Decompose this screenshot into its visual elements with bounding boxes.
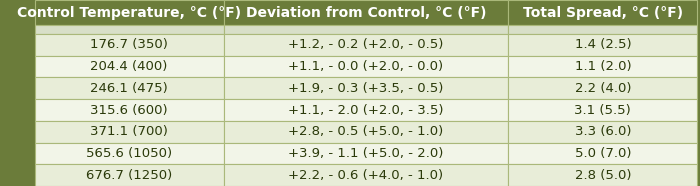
Text: 3.3 (6.0): 3.3 (6.0)	[575, 125, 631, 138]
Text: 315.6 (600): 315.6 (600)	[90, 104, 168, 116]
Text: 371.1 (700): 371.1 (700)	[90, 125, 168, 138]
Text: Deviation from Control, °C (°F): Deviation from Control, °C (°F)	[246, 6, 486, 20]
Bar	[35, 0, 223, 25]
Bar	[508, 164, 697, 186]
Bar	[508, 143, 697, 164]
Bar	[508, 77, 697, 99]
Bar	[223, 121, 508, 143]
Bar	[508, 121, 697, 143]
Bar	[508, 99, 697, 121]
Text: 1.4 (2.5): 1.4 (2.5)	[575, 38, 631, 51]
Text: 3.1 (5.5): 3.1 (5.5)	[575, 104, 631, 116]
Text: 676.7 (1250): 676.7 (1250)	[86, 169, 172, 182]
Bar	[223, 99, 508, 121]
Bar	[223, 25, 508, 34]
Bar	[223, 143, 508, 164]
Text: +3.9, - 1.1 (+5.0, - 2.0): +3.9, - 1.1 (+5.0, - 2.0)	[288, 147, 444, 160]
Bar	[223, 164, 508, 186]
Bar	[223, 34, 508, 56]
Text: +2.8, - 0.5 (+5.0, - 1.0): +2.8, - 0.5 (+5.0, - 1.0)	[288, 125, 444, 138]
Text: 2.2 (4.0): 2.2 (4.0)	[575, 82, 631, 95]
Text: +1.1, - 0.0 (+2.0, - 0.0): +1.1, - 0.0 (+2.0, - 0.0)	[288, 60, 444, 73]
Text: 565.6 (1050): 565.6 (1050)	[86, 147, 172, 160]
Bar	[223, 0, 508, 25]
Text: 204.4 (400): 204.4 (400)	[90, 60, 168, 73]
Text: Total Spread, °C (°F): Total Spread, °C (°F)	[523, 6, 683, 20]
Text: 246.1 (475): 246.1 (475)	[90, 82, 168, 95]
Bar	[508, 25, 697, 34]
Bar	[223, 77, 508, 99]
Bar	[508, 56, 697, 77]
Bar	[35, 164, 223, 186]
Text: +1.1, - 2.0 (+2.0, - 3.5): +1.1, - 2.0 (+2.0, - 3.5)	[288, 104, 444, 116]
Bar	[508, 0, 697, 25]
Text: 176.7 (350): 176.7 (350)	[90, 38, 168, 51]
Text: 1.1 (2.0): 1.1 (2.0)	[575, 60, 631, 73]
Bar	[508, 34, 697, 56]
Text: +1.2, - 0.2 (+2.0, - 0.5): +1.2, - 0.2 (+2.0, - 0.5)	[288, 38, 444, 51]
Text: Control Temperature, °C (°F): Control Temperature, °C (°F)	[17, 6, 241, 20]
Bar	[35, 77, 223, 99]
Bar	[35, 34, 223, 56]
Text: 5.0 (7.0): 5.0 (7.0)	[575, 147, 631, 160]
Text: +1.9, - 0.3 (+3.5, - 0.5): +1.9, - 0.3 (+3.5, - 0.5)	[288, 82, 444, 95]
Bar	[35, 143, 223, 164]
Bar	[35, 25, 223, 34]
Bar	[35, 56, 223, 77]
Bar	[35, 121, 223, 143]
Text: 2.8 (5.0): 2.8 (5.0)	[575, 169, 631, 182]
Bar	[223, 56, 508, 77]
Bar	[35, 99, 223, 121]
Text: +2.2, - 0.6 (+4.0, - 1.0): +2.2, - 0.6 (+4.0, - 1.0)	[288, 169, 444, 182]
